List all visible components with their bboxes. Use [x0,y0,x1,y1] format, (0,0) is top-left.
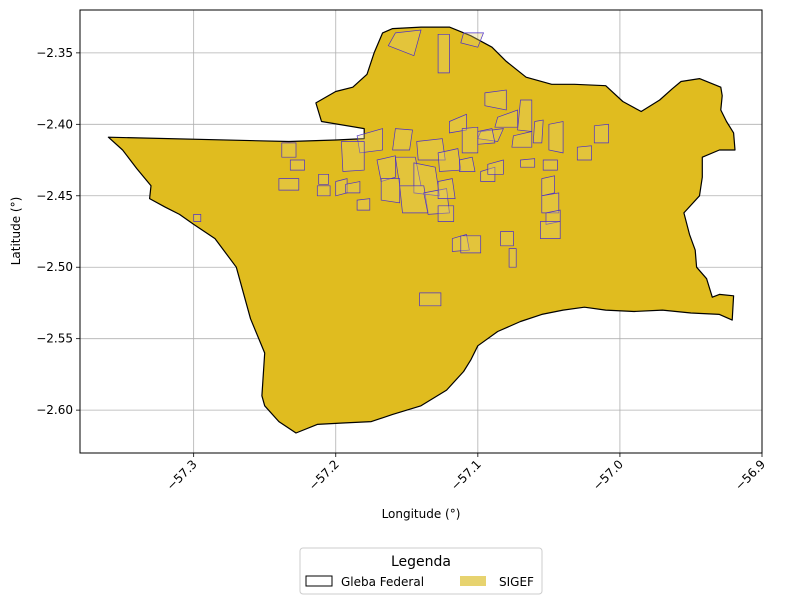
legend-title: Legenda [391,554,451,570]
gleba-federal-polygon [107,26,736,434]
sigef-parcel [380,178,401,204]
sigef-parcel [576,145,592,161]
sigef-parcel [437,205,455,222]
sigef-parcel [278,178,300,191]
legend-swatch-sigef [460,576,486,586]
legend-swatch-gleba-federal [305,575,333,587]
x-tick-label: −56.9 [732,457,768,493]
sigef-parcel [461,126,479,154]
x-tick-label: −57.1 [448,457,484,493]
plot-frame [79,9,763,454]
sigef-parcel [460,235,482,254]
sigef-parcel [356,198,371,211]
sigef-parcel [376,155,396,182]
y-tick-label: −2.40 [36,117,73,131]
sigef-parcel [345,181,361,194]
sigef-parcel [548,121,564,154]
y-tick-label: −2.45 [36,189,73,203]
y-tick-label: −2.55 [36,332,73,346]
sigef-parcel [356,128,383,154]
sigef-parcel [193,214,202,222]
sigef-parcel [541,175,555,197]
sigef-parcel [511,131,533,148]
y-axis-label: Latitude (°) [9,197,23,266]
sigef-parcel [341,141,365,172]
x-tick-label: −57.2 [306,457,342,493]
sigef-parcel [281,142,297,158]
sigef-parcel [500,231,514,247]
legend-label-sigef: SIGEF [499,575,534,589]
sigef-parcel [460,32,485,48]
y-tick-label: −2.35 [36,46,73,60]
sigef-parcel [593,123,609,144]
sigef-parcel [289,159,305,171]
x-axis-label: Longitude (°) [382,507,461,521]
sigef-parcel [494,109,518,128]
sigef-parcel [423,188,450,215]
sigef-parcel [437,178,456,199]
sigef-parcel [487,159,504,175]
sigef-parcel [532,119,544,144]
sigef-parcel [540,221,561,239]
y-tick-label: −2.60 [36,403,73,417]
sigef-parcel [477,128,496,145]
x-tick-label: −57.0 [590,457,626,493]
sigef-parcel [399,185,429,214]
x-axis: −57.3 −57.2 −57.1 −57.0 −56.9 [164,453,768,493]
sigef-parcel [459,156,476,172]
sigef-parcel [318,173,329,185]
sigef-parcel [542,159,558,171]
sigef-parcel [419,292,442,307]
sigef-parcel [387,29,422,57]
sigef-parcel [316,185,331,197]
sigef-parcel [392,128,413,151]
gleba-federal-layer [107,26,736,434]
y-tick-label: −2.50 [36,260,73,274]
sigef-parcel [437,148,462,172]
sigef-parcel [517,99,533,132]
y-axis: −2.35 −2.40 −2.45 −2.50 −2.55 −2.60 [36,46,80,417]
sigef-parcel [437,33,450,74]
sigef-parcel [484,89,507,111]
legend: Legenda Gleba Federal SIGEF [299,547,543,595]
sigef-parcel [477,128,504,142]
sigef-parcel [541,192,560,214]
legend-label-gleba-federal: Gleba Federal [341,575,424,589]
sigef-parcel [413,162,440,197]
sigef-parcel [520,158,536,168]
sigef-parcel [508,248,517,268]
sigef-layer [193,29,609,307]
x-tick-label: −57.3 [164,457,200,493]
